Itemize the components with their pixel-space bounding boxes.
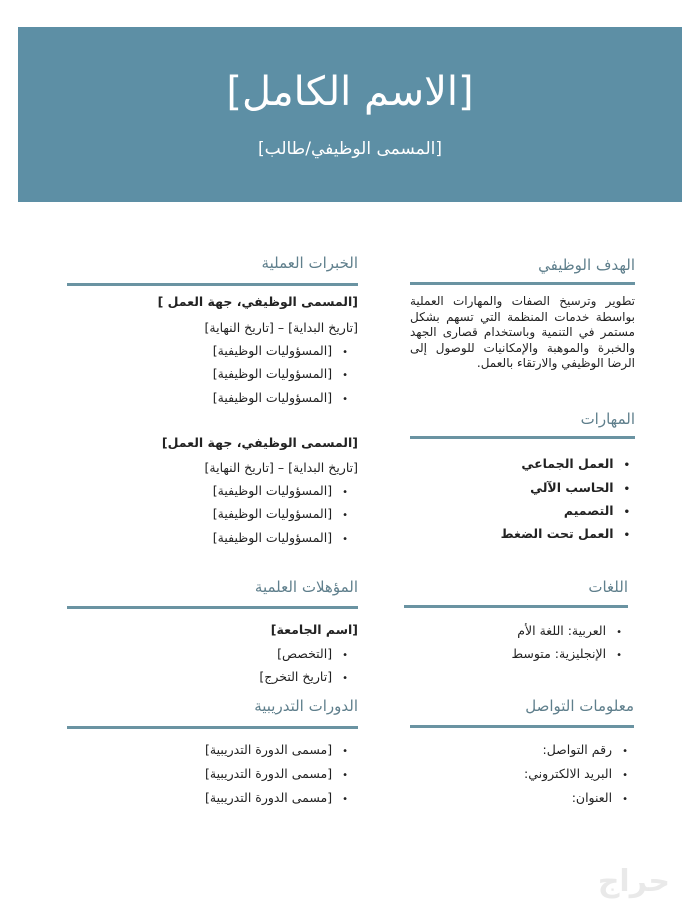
objective-heading: الهدف الوظيفي	[538, 256, 635, 274]
skills-heading: المهارات	[580, 410, 635, 428]
courses-rule	[67, 726, 358, 729]
objective-text: تطوير وترسيخ الصفات والمهارات العملية بو…	[410, 294, 635, 370]
contact-rule	[410, 725, 634, 728]
job-duty: [المسؤوليات الوظيفية]	[213, 530, 348, 545]
education-item: [تاريخ التخرج]	[259, 669, 348, 684]
language-item: الإنجليزية: متوسط	[512, 646, 623, 661]
job-dates: [تاريخ البداية] – [تاريخ النهاية]	[204, 460, 358, 475]
header-band: [الاسم الكامل] [المسمى الوظيفي/طالب]	[18, 27, 682, 202]
job-duty: [المسؤوليات الوظيفية]	[213, 506, 348, 521]
skill-item: الحاسب الآلي	[530, 480, 630, 495]
job-duty: [المسؤوليات الوظيفية]	[213, 366, 348, 381]
education-rule	[67, 606, 358, 609]
contact-item: العنوان:	[572, 790, 628, 805]
experience-rule	[67, 283, 358, 286]
course-item: [مسمى الدورة التدريبية]	[205, 742, 348, 757]
experience-heading: الخبرات العملية	[261, 254, 358, 272]
contact-heading: معلومات التواصل	[525, 697, 634, 715]
course-item: [مسمى الدورة التدريبية]	[205, 790, 348, 805]
languages-heading: اللغات	[588, 578, 628, 596]
course-item: [مسمى الدورة التدريبية]	[205, 766, 348, 781]
job-title-employer: [المسمى الوظيفي، جهة العمل ]	[157, 294, 358, 309]
education-item: [التخصص]	[277, 646, 348, 661]
university-name: [اسم الجامعة]	[270, 622, 358, 637]
job-dates: [تاريخ البداية] – [تاريخ النهاية]	[204, 320, 358, 335]
job-duty: [المسؤوليات الوظيفية]	[213, 483, 348, 498]
objective-rule	[410, 282, 635, 285]
job-duty: [المسؤوليات الوظيفية]	[213, 390, 348, 405]
education-heading: المؤهلات العلمية	[254, 578, 358, 596]
language-item: العربية: اللغة الأم	[517, 623, 622, 638]
full-name: [الاسم الكامل]	[226, 69, 474, 115]
languages-rule	[404, 605, 628, 608]
contact-item: رقم التواصل:	[543, 742, 629, 757]
watermark-logo: حراج	[597, 864, 670, 899]
job-title: [المسمى الوظيفي/طالب]	[258, 139, 442, 159]
contact-item: البريد الالكتروني:	[524, 766, 628, 781]
job-title-employer: [المسمى الوظيفي، جهة العمل]	[161, 435, 358, 450]
skill-item: التصميم	[564, 503, 630, 518]
skills-rule	[410, 436, 635, 439]
courses-heading: الدورات التدريبية	[254, 697, 358, 715]
job-duty: [المسؤوليات الوظيفية]	[213, 343, 348, 358]
skill-item: العمل الجماعي	[521, 456, 630, 471]
skill-item: العمل تحت الضغط	[501, 526, 630, 541]
